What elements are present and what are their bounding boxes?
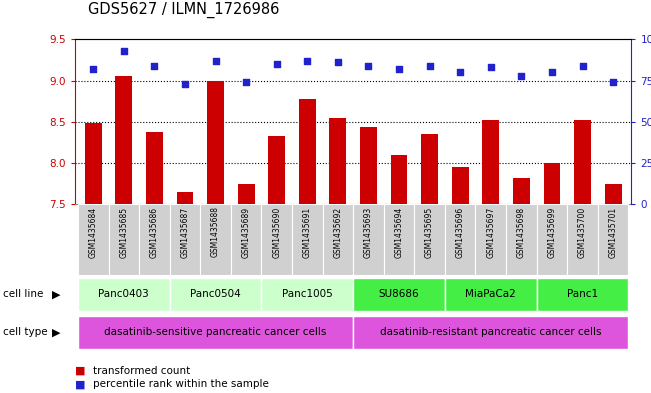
Point — [210, 58, 221, 64]
Bar — [268, 136, 285, 204]
Point — [577, 62, 588, 69]
Bar — [85, 123, 102, 204]
Text: GSM1435692: GSM1435692 — [333, 206, 342, 257]
Bar — [262, 204, 292, 275]
Text: GSM1435699: GSM1435699 — [547, 206, 557, 258]
Text: GSM1435695: GSM1435695 — [425, 206, 434, 258]
Text: cell type: cell type — [3, 327, 48, 338]
Bar — [598, 204, 628, 275]
Bar — [567, 204, 598, 275]
Bar — [78, 204, 109, 275]
Text: GSM1435688: GSM1435688 — [211, 206, 220, 257]
Bar — [544, 163, 561, 204]
Bar — [323, 204, 353, 275]
Point — [88, 66, 98, 72]
Point — [363, 62, 374, 69]
Bar — [262, 278, 353, 311]
Bar — [78, 278, 170, 311]
Bar — [207, 81, 224, 204]
Text: ■: ■ — [75, 366, 85, 376]
Bar — [353, 278, 445, 311]
Point — [302, 58, 312, 64]
Text: SU8686: SU8686 — [379, 289, 419, 299]
Bar — [353, 204, 383, 275]
Bar — [383, 204, 414, 275]
Text: GSM1435685: GSM1435685 — [119, 206, 128, 257]
Bar — [238, 184, 255, 204]
Bar — [170, 204, 201, 275]
Text: GSM1435696: GSM1435696 — [456, 206, 465, 258]
Point — [486, 64, 496, 70]
Text: MiaPaCa2: MiaPaCa2 — [465, 289, 516, 299]
Text: dasatinib-sensitive pancreatic cancer cells: dasatinib-sensitive pancreatic cancer ce… — [104, 327, 327, 338]
Bar — [445, 278, 536, 311]
Text: dasatinib-resistant pancreatic cancer cells: dasatinib-resistant pancreatic cancer ce… — [380, 327, 602, 338]
Bar — [421, 134, 438, 204]
Text: GSM1435701: GSM1435701 — [609, 206, 618, 257]
Bar — [176, 192, 193, 204]
Bar — [574, 120, 591, 204]
Text: GSM1435700: GSM1435700 — [578, 206, 587, 258]
Text: cell line: cell line — [3, 289, 44, 299]
Bar — [170, 278, 262, 311]
Text: ▶: ▶ — [52, 327, 61, 338]
Text: Panc1005: Panc1005 — [282, 289, 333, 299]
Bar — [299, 99, 316, 204]
Bar — [536, 204, 567, 275]
Point — [271, 61, 282, 67]
Bar — [115, 76, 132, 204]
Bar — [292, 204, 323, 275]
Point — [118, 48, 129, 54]
Bar — [605, 184, 622, 204]
Bar — [78, 316, 353, 349]
Text: ■: ■ — [75, 379, 85, 389]
Point — [547, 69, 557, 75]
Text: transformed count: transformed count — [93, 366, 190, 376]
Text: GSM1435686: GSM1435686 — [150, 206, 159, 257]
Point — [516, 72, 527, 79]
Text: GDS5627 / ILMN_1726986: GDS5627 / ILMN_1726986 — [88, 2, 279, 18]
Text: GSM1435693: GSM1435693 — [364, 206, 373, 258]
Text: GSM1435690: GSM1435690 — [272, 206, 281, 258]
Point — [424, 62, 435, 69]
Bar — [109, 204, 139, 275]
Text: GSM1435698: GSM1435698 — [517, 206, 526, 257]
Text: ▶: ▶ — [52, 289, 61, 299]
Text: Panc0504: Panc0504 — [190, 289, 241, 299]
Bar — [513, 178, 530, 204]
Bar — [231, 204, 262, 275]
Text: GSM1435689: GSM1435689 — [242, 206, 251, 257]
Bar — [506, 204, 536, 275]
Bar — [391, 155, 408, 204]
Point — [455, 69, 465, 75]
Text: Panc1: Panc1 — [567, 289, 598, 299]
Bar — [329, 118, 346, 204]
Bar — [360, 127, 377, 204]
Text: percentile rank within the sample: percentile rank within the sample — [93, 379, 269, 389]
Text: GSM1435694: GSM1435694 — [395, 206, 404, 258]
Text: GSM1435684: GSM1435684 — [89, 206, 98, 257]
Bar — [353, 316, 628, 349]
Text: GSM1435697: GSM1435697 — [486, 206, 495, 258]
Bar — [482, 120, 499, 204]
Point — [149, 62, 159, 69]
Point — [241, 79, 251, 85]
Point — [180, 81, 190, 87]
Bar — [536, 278, 628, 311]
Bar — [475, 204, 506, 275]
Point — [333, 59, 343, 66]
Bar — [139, 204, 170, 275]
Bar — [201, 204, 231, 275]
Text: GSM1435691: GSM1435691 — [303, 206, 312, 257]
Text: Panc0403: Panc0403 — [98, 289, 149, 299]
Point — [394, 66, 404, 72]
Bar — [146, 132, 163, 204]
Bar — [452, 167, 469, 204]
Bar — [445, 204, 475, 275]
Text: GSM1435687: GSM1435687 — [180, 206, 189, 257]
Point — [608, 79, 618, 85]
Bar — [414, 204, 445, 275]
